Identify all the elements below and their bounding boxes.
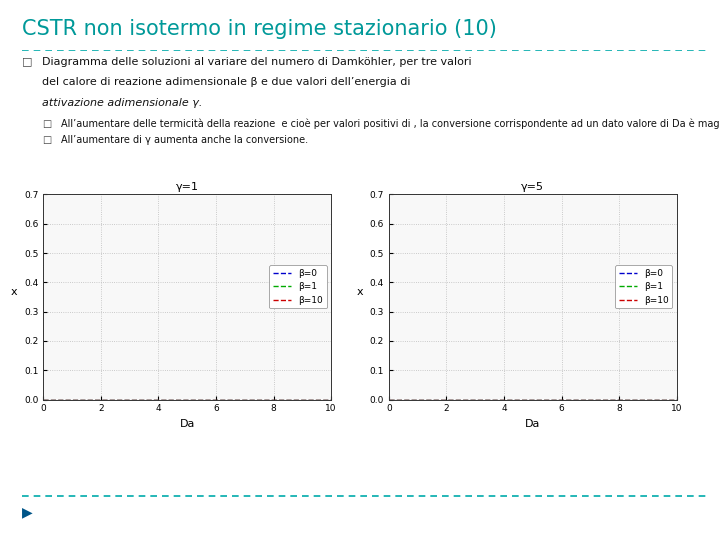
β=0 — [57, 396, 66, 403]
Title: γ=1: γ=1 — [176, 182, 199, 192]
β=1 — [559, 396, 568, 403]
β=0 — [206, 396, 215, 403]
β=0 — [402, 396, 411, 403]
β=1 — [672, 396, 681, 403]
Text: ▶: ▶ — [22, 505, 32, 519]
β=0 — [384, 396, 393, 403]
Text: CSTR non isotermo in regime stazionario (10): CSTR non isotermo in regime stazionario … — [22, 19, 497, 39]
β=1 — [287, 396, 295, 403]
β=10 — [632, 396, 641, 403]
Text: □: □ — [42, 119, 51, 129]
β=1 — [214, 396, 222, 403]
β=1 — [57, 396, 66, 403]
Title: γ=5: γ=5 — [521, 182, 544, 192]
β=0 — [222, 396, 231, 403]
β=1 — [402, 396, 411, 403]
β=1 — [206, 396, 215, 403]
β=10 — [57, 396, 66, 403]
β=10 — [327, 396, 336, 403]
β=1 — [257, 396, 266, 403]
β=10 — [402, 396, 411, 403]
β=0 — [214, 396, 222, 403]
β=10 — [287, 396, 295, 403]
β=1 — [39, 396, 48, 403]
Legend: β=0, β=1, β=10: β=0, β=1, β=10 — [269, 265, 327, 308]
β=1 — [222, 396, 231, 403]
β=1 — [384, 396, 393, 403]
β=0 — [568, 396, 577, 403]
β=10 — [552, 396, 560, 403]
β=10 — [559, 396, 568, 403]
β=1 — [568, 396, 577, 403]
β=1 — [552, 396, 560, 403]
X-axis label: Da: Da — [179, 419, 195, 429]
β=10 — [39, 396, 48, 403]
Text: All’aumentare delle termicità della reazione  e cioè per valori positivi di , la: All’aumentare delle termicità della reaz… — [61, 119, 720, 129]
Text: attivazione adimensionale γ.: attivazione adimensionale γ. — [42, 98, 202, 108]
β=1 — [632, 396, 641, 403]
β=0 — [39, 396, 48, 403]
β=0 — [672, 396, 681, 403]
β=10 — [603, 396, 611, 403]
Text: del calore di reazione adimensionale β e due valori dell’energia di: del calore di reazione adimensionale β e… — [42, 77, 410, 87]
β=10 — [206, 396, 215, 403]
Y-axis label: x: x — [11, 287, 18, 297]
β=10 — [222, 396, 231, 403]
β=10 — [257, 396, 266, 403]
β=0 — [257, 396, 266, 403]
β=10 — [672, 396, 681, 403]
Text: □: □ — [42, 135, 51, 145]
β=1 — [603, 396, 611, 403]
β=0 — [603, 396, 611, 403]
Y-axis label: x: x — [356, 287, 364, 297]
β=0 — [552, 396, 560, 403]
β=10 — [214, 396, 222, 403]
β=0 — [287, 396, 295, 403]
β=0 — [632, 396, 641, 403]
β=0 — [327, 396, 336, 403]
Legend: β=0, β=1, β=10: β=0, β=1, β=10 — [615, 265, 672, 308]
β=0 — [559, 396, 568, 403]
X-axis label: Da: Da — [525, 419, 541, 429]
β=10 — [384, 396, 393, 403]
β=10 — [568, 396, 577, 403]
β=1 — [327, 396, 336, 403]
Text: Diagramma delle soluzioni al variare del numero di Damköhler, per tre valori: Diagramma delle soluzioni al variare del… — [42, 57, 472, 67]
Text: All’aumentare di γ aumenta anche la conversione.: All’aumentare di γ aumenta anche la conv… — [61, 135, 308, 145]
Text: □: □ — [22, 57, 32, 67]
